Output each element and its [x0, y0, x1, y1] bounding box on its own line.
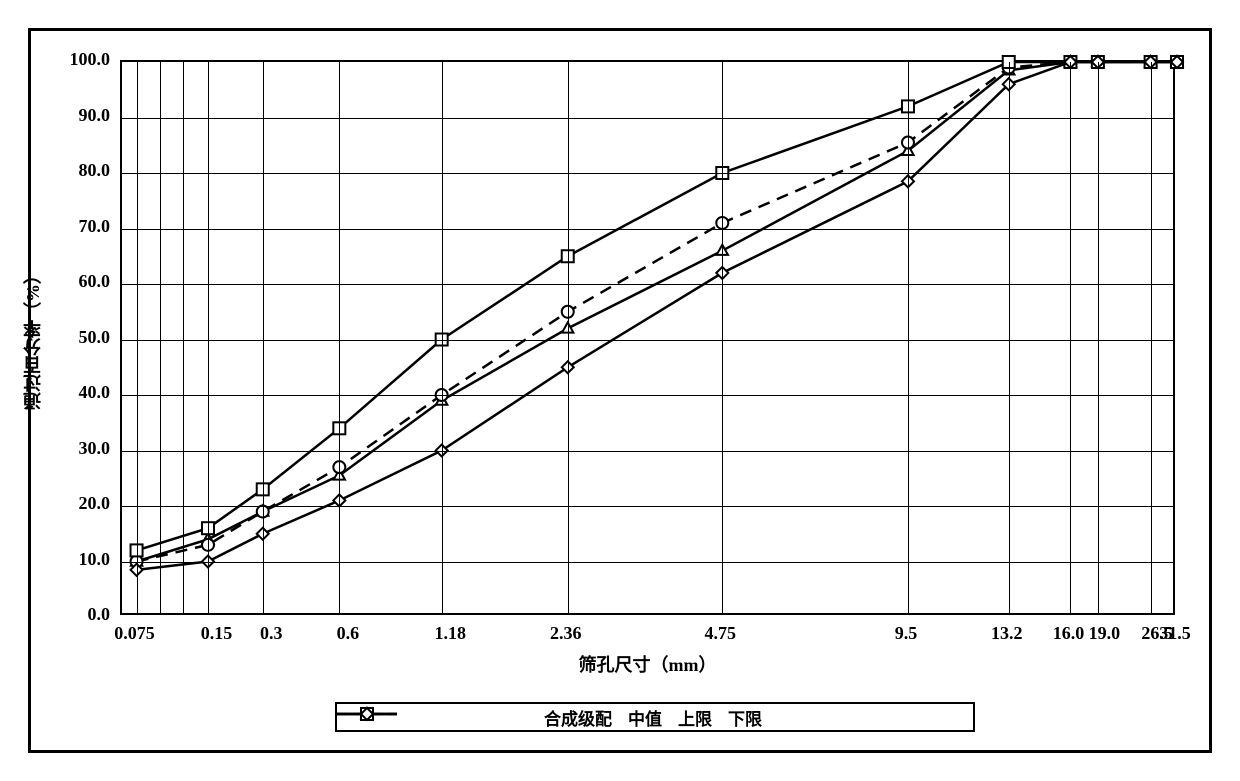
- series-line-下限: [137, 62, 1177, 570]
- gridline-v: [1151, 62, 1152, 613]
- gridline-v: [1098, 62, 1099, 613]
- gridline-h: [122, 229, 1173, 230]
- y-tick-label: 90.0: [48, 105, 110, 126]
- legend-label: 上限: [674, 705, 720, 730]
- gridline-v: [208, 62, 209, 613]
- gridline-h: [122, 284, 1173, 285]
- gridline-h: [122, 173, 1173, 174]
- gridline-h: [122, 118, 1173, 119]
- gridline-v-extra: [160, 62, 161, 613]
- x-tick-label: 31.5: [1140, 623, 1210, 644]
- series-line-上限: [137, 62, 1177, 550]
- x-tick-label: 1.18: [415, 623, 485, 644]
- y-tick-label: 70.0: [48, 216, 110, 237]
- x-tick-label: 0.075: [100, 623, 170, 644]
- gridline-h: [122, 451, 1173, 452]
- x-tick-label: 4.75: [685, 623, 755, 644]
- plot-area: [120, 60, 1175, 615]
- y-tick-label: 0.0: [48, 604, 110, 625]
- y-tick-label: 50.0: [48, 327, 110, 348]
- gridline-v: [722, 62, 723, 613]
- legend-item: 合成级配: [540, 705, 620, 730]
- legend-label: 中值: [624, 705, 670, 730]
- y-tick-label: 60.0: [48, 271, 110, 292]
- x-tick-label: 9.5: [871, 623, 941, 644]
- y-tick-label: 30.0: [48, 438, 110, 459]
- gridline-h: [122, 506, 1173, 507]
- y-tick-label: 100.0: [48, 49, 110, 70]
- gridline-v: [908, 62, 909, 613]
- x-tick-label: 2.36: [531, 623, 601, 644]
- legend-item: 上限: [674, 705, 720, 730]
- gridline-v-extra: [183, 62, 184, 613]
- y-tick-label: 80.0: [48, 160, 110, 181]
- gridline-v: [137, 62, 138, 613]
- gridline-v: [1070, 62, 1071, 613]
- gridline-h: [122, 395, 1173, 396]
- gridline-v: [263, 62, 264, 613]
- x-tick-label: 0.3: [236, 623, 306, 644]
- legend: 合成级配中值上限下限: [335, 702, 975, 732]
- legend-item: 中值: [624, 705, 670, 730]
- gridline-h: [122, 562, 1173, 563]
- y-tick-label: 10.0: [48, 549, 110, 570]
- gridline-v: [568, 62, 569, 613]
- gridline-h: [122, 340, 1173, 341]
- x-tick-label: 0.6: [313, 623, 383, 644]
- y-axis-title: 通过百分率（%）: [20, 258, 46, 418]
- gridline-v: [442, 62, 443, 613]
- legend-label: 下限: [724, 705, 770, 730]
- x-tick-label: 13.2: [972, 623, 1042, 644]
- legend-line-sample: [337, 704, 397, 724]
- gridline-v: [339, 62, 340, 613]
- gridline-v: [1009, 62, 1010, 613]
- x-axis-title: 筛孔尺寸（mm）: [568, 651, 728, 677]
- y-tick-label: 40.0: [48, 382, 110, 403]
- legend-item: 下限: [724, 705, 770, 730]
- legend-label: 合成级配: [540, 705, 620, 730]
- y-tick-label: 20.0: [48, 493, 110, 514]
